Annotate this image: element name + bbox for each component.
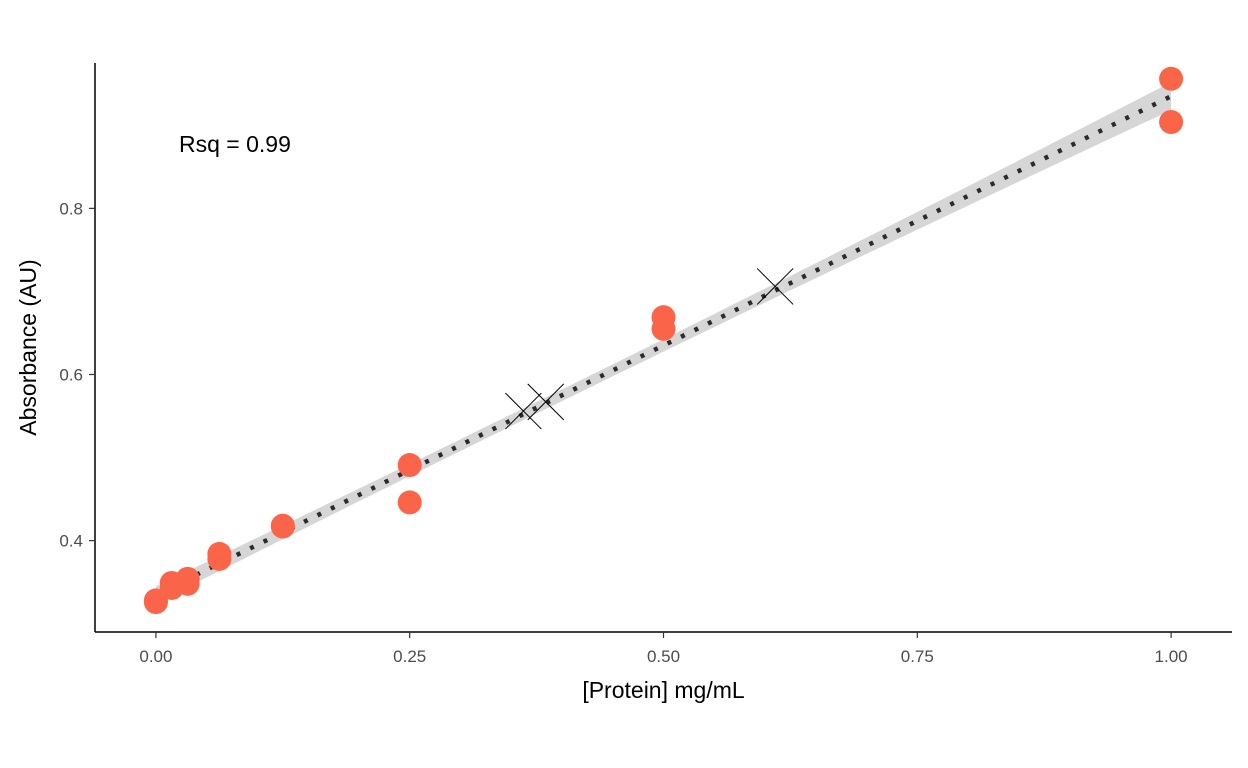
- data-point: [1159, 109, 1184, 134]
- fit-confidence-ribbon: [155, 82, 1172, 603]
- unknown-sample-marker: [505, 392, 542, 430]
- y-tick-label: 0.8: [59, 199, 83, 218]
- y-axis-title: Absorbance (AU): [15, 259, 41, 435]
- x-tick-label: 0.00: [139, 647, 172, 666]
- data-point: [207, 546, 232, 571]
- plot-area: [143, 66, 1184, 615]
- data-point: [651, 316, 676, 341]
- x-axis-title: [Protein] mg/mL: [582, 677, 745, 703]
- y-tick-label: 0.4: [59, 532, 83, 551]
- rsq-annotation: Rsq = 0.99: [179, 131, 291, 157]
- x-tick-label: 0.75: [901, 647, 934, 666]
- marker-stroke: [505, 392, 542, 430]
- y-axis-ticks: 0.4 0.6 0.8: [59, 199, 95, 551]
- data-point: [270, 514, 295, 539]
- data-point: [397, 453, 422, 478]
- marker-stroke: [756, 268, 794, 305]
- unknown-sample-marker: [756, 268, 794, 305]
- x-tick-label: 1.00: [1155, 647, 1188, 666]
- y-tick-label: 0.6: [59, 365, 83, 384]
- data-point: [143, 590, 168, 615]
- marker-stroke: [527, 383, 565, 421]
- data-point: [175, 571, 200, 596]
- unknown-sample-marker: [527, 383, 565, 421]
- data-point: [1159, 66, 1184, 91]
- x-tick-label: 0.50: [647, 647, 680, 666]
- data-point: [397, 490, 422, 515]
- x-axis-ticks: 0.00 0.25 0.50 0.75 1.00: [139, 632, 1188, 666]
- x-tick-label: 0.25: [393, 647, 426, 666]
